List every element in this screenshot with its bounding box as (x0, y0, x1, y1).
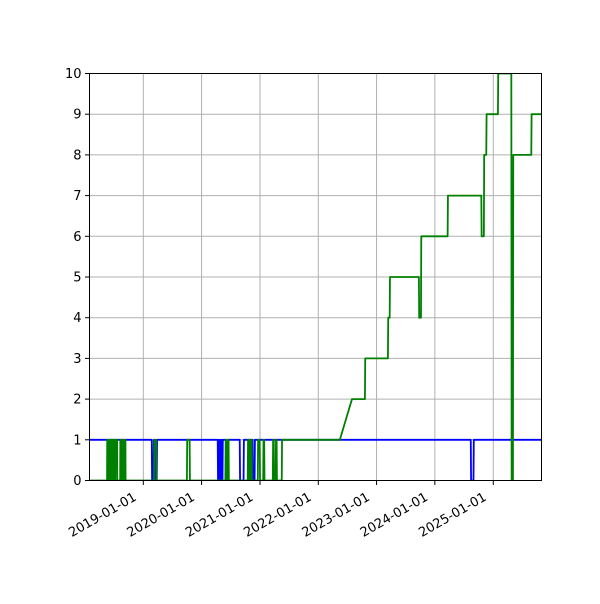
y-tick-label: 0 (73, 474, 81, 489)
y-tick-label: 7 (73, 189, 81, 204)
y-tick-label: 6 (73, 230, 81, 245)
y-tick-label: 5 (73, 271, 81, 286)
y-tick-label: 4 (73, 311, 81, 326)
y-tick-label: 10 (65, 67, 82, 82)
y-tick-label: 8 (73, 148, 81, 163)
series-blue-series (89, 438, 542, 481)
y-tick-label: 9 (73, 108, 81, 123)
y-tick-label: 2 (73, 393, 81, 408)
series-green-series (89, 73, 542, 481)
y-tick-label: 3 (73, 352, 81, 367)
y-tick-label: 1 (73, 433, 81, 448)
